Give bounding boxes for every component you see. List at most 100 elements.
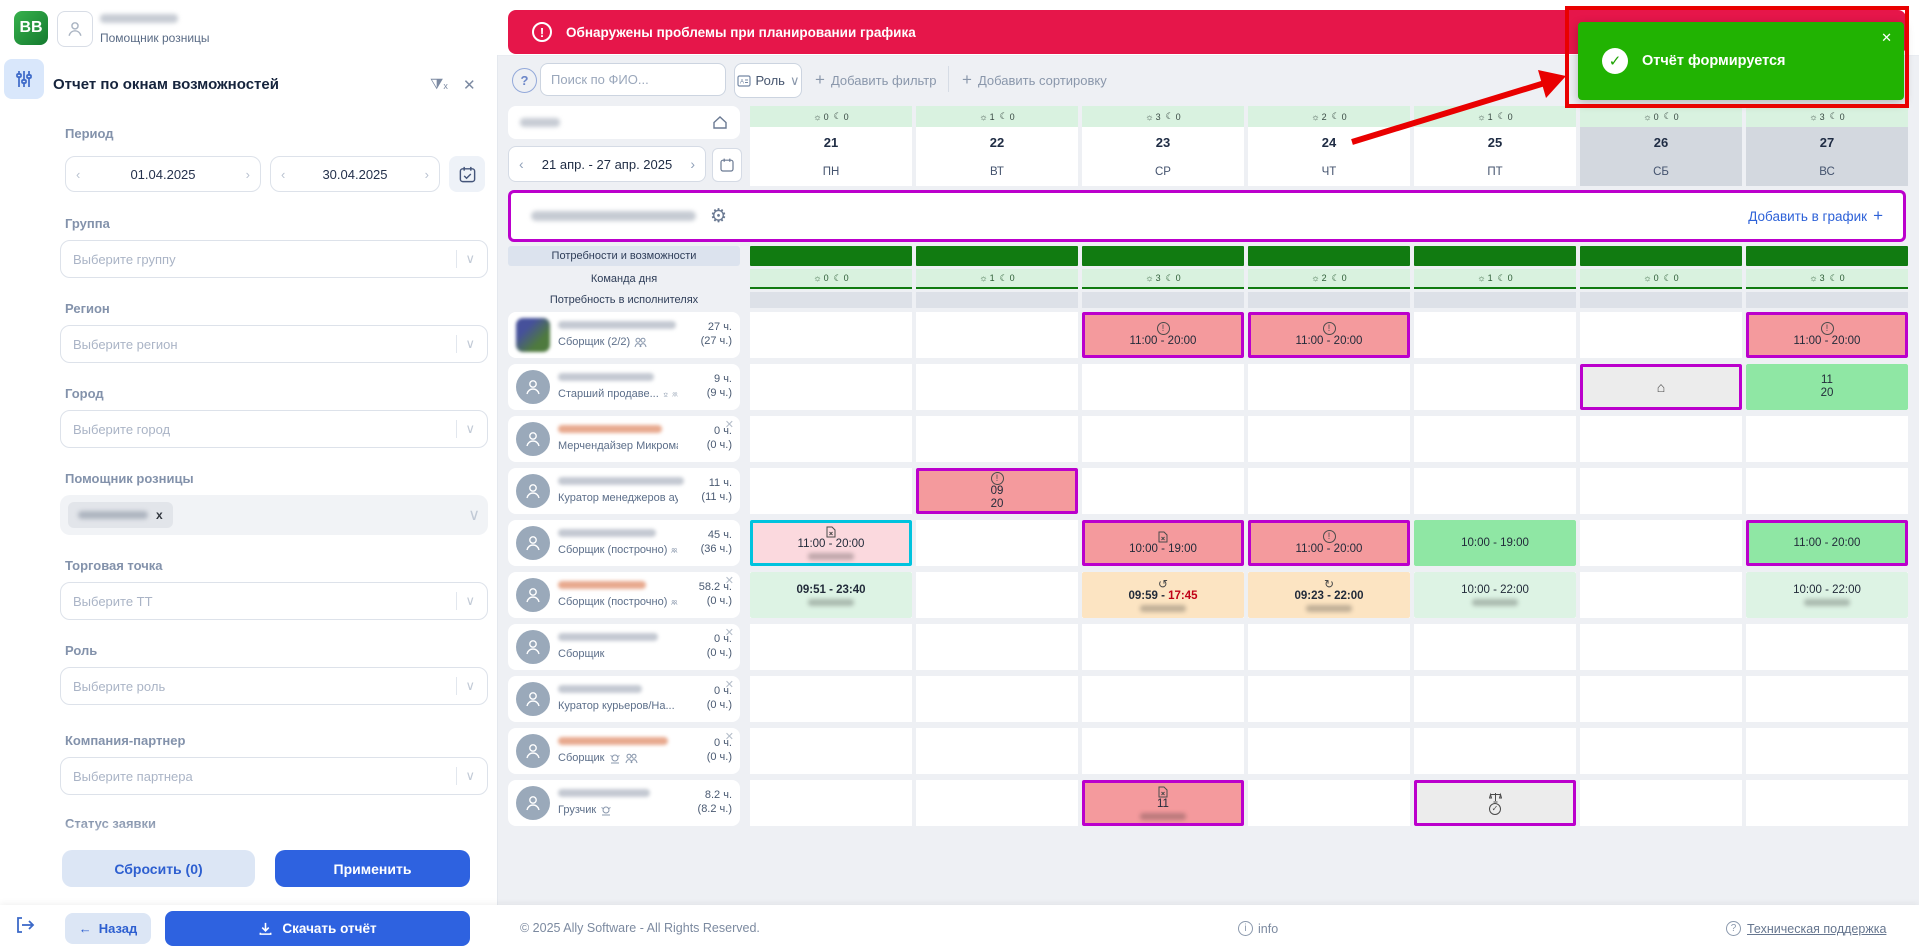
empty-cell[interactable] [1414, 624, 1576, 670]
empty-cell[interactable] [1248, 624, 1410, 670]
reset-filters-button[interactable]: Сбросить (0) [62, 850, 255, 887]
chevron-right-icon[interactable]: › [690, 156, 695, 172]
shift-cell[interactable]: ! 11:00 - 20:00 [1746, 312, 1908, 358]
info-link[interactable]: i info [1238, 921, 1278, 936]
empty-cell[interactable] [916, 364, 1078, 410]
empty-cell[interactable] [916, 416, 1078, 462]
empty-cell[interactable] [1082, 728, 1244, 774]
download-report-button[interactable]: Скачать отчёт [165, 911, 470, 946]
empty-cell[interactable] [1414, 416, 1576, 462]
chevron-right-icon[interactable]: › [245, 166, 250, 182]
filter-select-5[interactable]: Выберите ТТ ∨ [60, 582, 488, 620]
week-calendar-button[interactable] [712, 148, 742, 182]
shift-cell[interactable]: 10:00 - 19:00 [1414, 520, 1576, 566]
team-day-bar[interactable]: ☼ 3 ☾ 0 [1746, 269, 1908, 289]
shift-cell[interactable]: 10:00 - 22:00 [1414, 572, 1576, 618]
needs-bar[interactable] [1248, 246, 1410, 266]
empty-cell[interactable] [916, 728, 1078, 774]
team-day-bar[interactable]: ☼ 1 ☾ 0 [916, 269, 1078, 289]
shift-cell-content[interactable]: 11:00 - 20:00 [1746, 520, 1908, 566]
filter-select-7[interactable]: Выберите партнера ∨ [60, 757, 488, 795]
search-input[interactable] [540, 63, 726, 96]
remove-employee-icon[interactable]: ✕ [724, 575, 734, 587]
shift-cell-content[interactable]: ! 11:00 - 20:00 [1082, 312, 1244, 358]
shift-cell-content[interactable]: ↺ 09:59 - 17:45 [1082, 572, 1244, 618]
help-icon[interactable]: ? [512, 68, 537, 93]
selected-assistant-chip[interactable]: x [68, 502, 173, 528]
apply-filters-button[interactable]: Применить [275, 850, 470, 887]
shift-cell[interactable]: ⌂ [1580, 364, 1742, 410]
team-day-bar[interactable]: ☼ 3 ☾ 0 [1082, 269, 1244, 289]
empty-cell[interactable] [1414, 728, 1576, 774]
empty-cell[interactable] [750, 364, 912, 410]
shift-cell[interactable]: 11:00 - 20:00 [750, 520, 912, 566]
shift-cell[interactable]: 10:00 - 22:00 [1746, 572, 1908, 618]
day-number[interactable]: 26 [1580, 127, 1742, 157]
day-number[interactable]: 21 [750, 127, 912, 157]
chevron-down-icon[interactable]: ∨ [465, 336, 475, 351]
employee-card[interactable]: Старший продаве... 9 ч. (9 ч.) [508, 364, 740, 410]
empty-cell[interactable] [1414, 468, 1576, 514]
empty-cell[interactable] [1082, 676, 1244, 722]
empty-cell[interactable] [1746, 676, 1908, 722]
empty-cell[interactable] [916, 780, 1078, 826]
empty-cell[interactable] [1082, 468, 1244, 514]
support-link[interactable]: ? Техническая поддержка [1726, 921, 1886, 936]
logout-button[interactable] [14, 915, 36, 940]
empty-cell[interactable] [1580, 624, 1742, 670]
empty-cell[interactable] [916, 624, 1078, 670]
team-day-bar[interactable]: ☼ 2 ☾ 0 [1248, 269, 1410, 289]
empty-cell[interactable] [1248, 364, 1410, 410]
executors-bar[interactable] [1414, 292, 1576, 308]
needs-bar[interactable] [1082, 246, 1244, 266]
employee-card[interactable]: Сборщик (2/2) 27 ч. (27 ч.) [508, 312, 740, 358]
shift-cell-content[interactable]: 09:51 - 23:40 [750, 572, 912, 618]
team-day-bar[interactable]: ☼ 0 ☾ 0 [1580, 269, 1742, 289]
shift-cell[interactable]: 10:00 - 19:00 [1082, 520, 1244, 566]
shift-cell[interactable]: ↻ 09:23 - 22:00 [1248, 572, 1410, 618]
shift-cell-content[interactable]: ↻ 09:23 - 22:00 [1248, 572, 1410, 618]
executors-bar[interactable] [1248, 292, 1410, 308]
filters-rail-button[interactable] [4, 59, 44, 99]
empty-cell[interactable] [1580, 572, 1742, 618]
chevron-down-icon[interactable]: ∨ [465, 768, 475, 783]
empty-cell[interactable] [750, 624, 912, 670]
date-from-input[interactable]: ‹ 01.04.2025 › [65, 156, 261, 192]
empty-cell[interactable] [750, 728, 912, 774]
chip-remove-icon[interactable]: x [156, 508, 163, 522]
assistant-chip-area[interactable]: x ∨ [60, 495, 488, 535]
store-card[interactable] [508, 106, 740, 139]
empty-cell[interactable] [916, 312, 1078, 358]
empty-cell[interactable] [1580, 520, 1742, 566]
empty-cell[interactable] [750, 676, 912, 722]
needs-bar[interactable] [916, 246, 1078, 266]
day-number[interactable]: 24 [1248, 127, 1410, 157]
employee-card[interactable]: Сборщик 0 ч. (0 ч.) ✕ [508, 624, 740, 670]
filter-select-1[interactable]: Выберите группу ∨ [60, 240, 488, 278]
needs-bar[interactable] [1746, 246, 1908, 266]
add-sort-button[interactable]: + Добавить сортировку [962, 70, 1107, 89]
empty-cell[interactable] [1746, 624, 1908, 670]
team-day-bar[interactable]: ☼ 1 ☾ 0 [1414, 269, 1576, 289]
remove-employee-icon[interactable]: ✕ [724, 627, 734, 639]
executors-bar[interactable] [750, 292, 912, 308]
empty-cell[interactable] [1746, 468, 1908, 514]
empty-cell[interactable] [1746, 728, 1908, 774]
chevron-down-icon[interactable]: ∨ [465, 251, 475, 266]
empty-cell[interactable] [750, 416, 912, 462]
app-logo[interactable]: BB [14, 11, 48, 45]
remove-employee-icon[interactable]: ✕ [724, 731, 734, 743]
employee-card[interactable]: Грузчик 8.2 ч. (8.2 ч.) [508, 780, 740, 826]
shift-cell-content[interactable]: ! 11:00 - 20:00 [1248, 312, 1410, 358]
user-avatar[interactable] [57, 11, 93, 47]
filter-select-2[interactable]: Выберите регион ∨ [60, 325, 488, 363]
shift-cell[interactable]: 09:51 - 23:40 [750, 572, 912, 618]
chevron-down-icon[interactable]: ∨ [465, 678, 475, 693]
empty-cell[interactable] [1082, 416, 1244, 462]
empty-cell[interactable] [1248, 728, 1410, 774]
empty-cell[interactable] [1414, 312, 1576, 358]
empty-cell[interactable] [1248, 468, 1410, 514]
shift-cell-content[interactable]: 10:00 - 22:00 [1746, 572, 1908, 618]
back-button[interactable]: ← Назад [65, 913, 151, 944]
shift-cell-content[interactable]: 11 [1082, 780, 1244, 826]
